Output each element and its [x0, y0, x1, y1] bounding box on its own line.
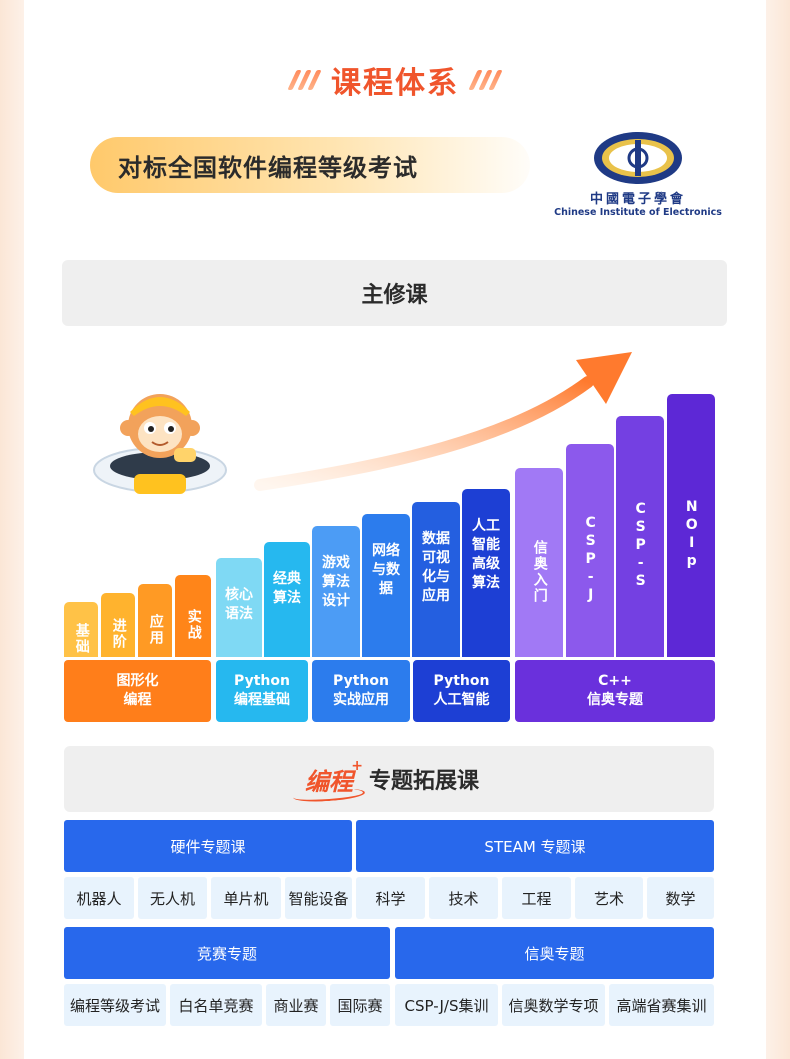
- hardware-topic-1: 机器人: [64, 877, 134, 919]
- logo-chinese-name: 中國電子學會: [589, 192, 686, 207]
- course-step-10: 人工智能高级算法: [462, 489, 510, 657]
- course-group-5: C++ 信奥专题: [515, 660, 715, 722]
- course-step-14: NOIp: [667, 394, 715, 657]
- course-group-line1: Python: [333, 673, 389, 690]
- hardware-topic-3: 单片机: [211, 877, 281, 919]
- course-step-5: 核心语法: [216, 558, 262, 657]
- course-step-1: 基础: [64, 602, 98, 657]
- logo-english-name: Chinese Institute of Electronics: [554, 207, 722, 218]
- course-group-1: 图形化 编程: [64, 660, 211, 722]
- subtitle-pill: 对标全国软件编程等级考试: [90, 137, 530, 193]
- course-step-label: 网络与数据: [372, 543, 400, 597]
- course-group-line2: 人工智能: [433, 692, 490, 708]
- course-step-label: 基础: [73, 622, 90, 655]
- course-step-label: CSP-S: [632, 500, 649, 591]
- main-course-label: 主修课: [361, 283, 428, 308]
- course-step-11: 信奥入门: [515, 468, 563, 657]
- course-step-label: 游戏算法设计: [322, 555, 350, 609]
- course-group-line2: 实战应用: [333, 692, 389, 708]
- course-step-label: 信奥入门: [531, 539, 548, 604]
- contest-topic-3: 商业赛: [266, 984, 326, 1026]
- course-step-label: 经典算法: [273, 571, 301, 606]
- course-group-line2: 编程: [123, 692, 152, 708]
- course-step-label: CSP-J: [582, 514, 599, 605]
- hardware-course-header: 硬件专题课: [64, 820, 352, 872]
- course-step-13: CSP-S: [616, 416, 664, 657]
- topic-course-label: 专题拓展课: [368, 769, 479, 794]
- steam-course-header: STEAM 专题课: [356, 820, 714, 872]
- course-step-label: 进阶: [110, 618, 127, 650]
- main-course-header: 主修课: [62, 260, 727, 326]
- monkey-mascot-icon: [93, 394, 227, 494]
- hardware-topic-4: 智能设备: [285, 877, 352, 919]
- contest-course-header: 竞赛专题: [64, 927, 390, 979]
- course-group-3: Python 实战应用: [312, 660, 410, 722]
- course-step-9: 数据可视化与应用: [412, 502, 460, 657]
- course-step-12: CSP-J: [566, 444, 614, 657]
- olympiad-topic-1: CSP-J/S集训: [395, 984, 498, 1026]
- steam-topic-1: 科学: [356, 877, 425, 919]
- course-step-label: 实战: [185, 609, 202, 641]
- title-decoration-left: [287, 70, 322, 90]
- course-step-label: 应用: [147, 613, 164, 646]
- course-step-2: 进阶: [101, 593, 135, 657]
- coding-plus-badge: 编程 +: [299, 758, 363, 797]
- olympiad-course-header: 信奥专题: [395, 927, 714, 979]
- course-step-8: 网络与数据: [362, 514, 410, 657]
- coding-plus-sign: +: [351, 757, 363, 774]
- page-title: 课程体系: [331, 66, 459, 101]
- course-step-4: 实战: [175, 575, 211, 657]
- contest-topic-1: 编程等级考试: [64, 984, 166, 1026]
- steam-topic-4: 艺术: [575, 877, 643, 919]
- subtitle-text: 对标全国软件编程等级考试: [118, 153, 418, 182]
- course-group-4: Python 人工智能: [413, 660, 510, 722]
- course-group-line2: 信奥专题: [587, 692, 643, 708]
- olympiad-topic-2: 信奥数学专项: [502, 984, 605, 1026]
- contest-topic-4: 国际赛: [330, 984, 390, 1026]
- steam-topic-3: 工程: [502, 877, 571, 919]
- steam-topic-5: 数学: [647, 877, 714, 919]
- course-group-line2: 编程基础: [234, 692, 290, 708]
- topic-course-header: 编程 + 专题拓展课: [64, 746, 714, 812]
- course-group-line1: C++: [598, 673, 632, 690]
- title-row: 课程体系: [0, 52, 790, 108]
- olympiad-topic-3: 高端省赛集训: [609, 984, 714, 1026]
- contest-topic-2: 白名单竞赛: [170, 984, 262, 1026]
- course-step-label: NOIp: [683, 498, 700, 571]
- course-group-line1: Python: [433, 673, 490, 690]
- course-step-label: 数据可视化与应用: [422, 531, 450, 604]
- course-step-6: 经典算法: [264, 542, 310, 657]
- hardware-topic-2: 无人机: [138, 877, 207, 919]
- course-group-line1: Python: [234, 673, 290, 690]
- course-step-label: 核心语法: [225, 587, 253, 622]
- course-step-label: 人工智能高级算法: [472, 518, 500, 591]
- course-step-3: 应用: [138, 584, 172, 657]
- course-group-2: Python 编程基础: [216, 660, 308, 722]
- title-decoration-right: [468, 70, 503, 90]
- coding-plus-badge-text: 编程: [304, 767, 353, 796]
- steam-topic-2: 技术: [429, 877, 498, 919]
- cie-logo-icon: [594, 132, 682, 184]
- course-step-7: 游戏算法设计: [312, 526, 360, 657]
- course-group-line1: 图形化: [116, 673, 159, 690]
- growth-arrow-icon: [254, 352, 632, 491]
